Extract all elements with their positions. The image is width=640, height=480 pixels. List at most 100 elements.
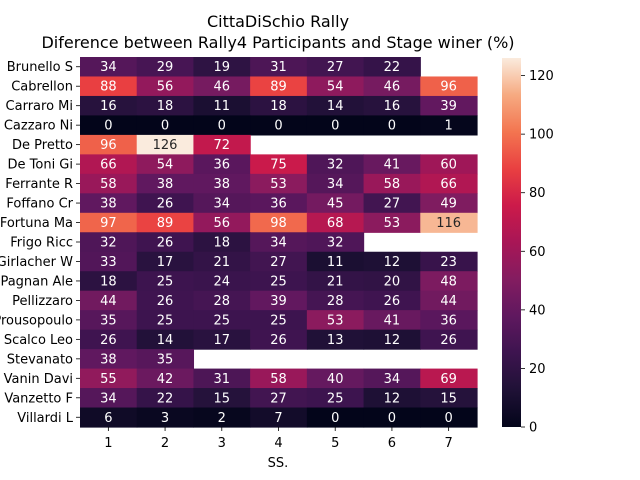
cell-value-label: 26	[157, 197, 174, 212]
cell-value-label: 13	[327, 333, 344, 348]
heatmap-cell	[363, 154, 421, 175]
heatmap-cell	[136, 154, 195, 175]
cell-value-label: 66	[100, 158, 117, 173]
cell-value-label: 58	[100, 177, 117, 192]
heatmap-cell	[363, 115, 421, 136]
x-tick-label: 4	[274, 436, 282, 451]
cell-value-label: 32	[327, 236, 344, 251]
heatmap-cell	[193, 115, 251, 136]
heatmap-cell	[363, 212, 421, 233]
y-tick-label: Cazzaro Ni	[4, 119, 73, 134]
cell-value-label: 17	[157, 255, 174, 270]
cell-value-label: 34	[327, 177, 344, 192]
cell-value-label: 27	[270, 391, 287, 406]
cell-value-label: 25	[327, 391, 344, 406]
cell-value-label: 25	[270, 313, 287, 328]
cell-value-label: 29	[157, 60, 174, 75]
cell-value-label: 15	[214, 391, 231, 406]
heatmap-cell	[306, 251, 365, 272]
cell-value-label: 53	[327, 313, 344, 328]
cell-value-label: 11	[327, 255, 344, 270]
y-tick-labels: Brunello S Cabrellon Carraro Mi Cazzaro Ni…	[0, 60, 80, 426]
colorbar-tick-label: 120	[529, 69, 554, 84]
cell-value-label: 48	[440, 274, 457, 289]
cell-value-label: 15	[440, 391, 457, 406]
colorbar-tick-label: 60	[529, 245, 546, 260]
cell-value-label: 22	[157, 391, 174, 406]
y-tick-label: Scalco Leo	[4, 333, 73, 348]
cell-value-label: 54	[157, 158, 174, 173]
cell-value-label: 75	[270, 158, 287, 173]
cell-value-label: 44	[440, 294, 457, 309]
heatmap-cell	[420, 290, 478, 311]
heatmap-cell	[306, 212, 365, 233]
cell-value-label: 89	[157, 216, 174, 231]
cell-value-label: 34	[270, 236, 287, 251]
cell-value-label: 56	[157, 80, 174, 95]
cell-value-label: 19	[214, 60, 231, 75]
x-tick-label: 2	[161, 436, 169, 451]
heatmap-cell	[420, 115, 478, 136]
heatmap-cell	[306, 95, 365, 117]
heatmap-cell	[250, 232, 308, 253]
cell-value-label: 18	[157, 99, 174, 114]
heatmap-cell	[193, 173, 251, 194]
heatmap-cell	[250, 212, 308, 233]
cell-value-label: 58	[270, 372, 287, 387]
cell-value-label: 36	[440, 313, 457, 328]
heatmap-cell	[363, 290, 421, 311]
cell-value-label: 96	[100, 138, 117, 153]
heatmap-cell	[80, 115, 138, 136]
cell-value-label: 0	[331, 411, 339, 426]
cell-value-label: 34	[214, 197, 231, 212]
heatmap-cell	[306, 329, 365, 350]
cell-value-label: 34	[384, 372, 401, 387]
heatmap-cell	[136, 368, 195, 389]
heatmap-cell	[136, 212, 195, 233]
cell-value-label: 36	[270, 197, 287, 212]
cell-value-label: 49	[440, 197, 457, 212]
heatmap-cell	[250, 407, 308, 428]
y-tick-label: Prousopoulo	[0, 313, 73, 328]
y-tick-label: Foffano Cr	[6, 197, 73, 212]
heatmap-cell	[363, 271, 421, 292]
cell-value-label: 116	[436, 216, 461, 231]
x-tick-label: 6	[388, 436, 396, 451]
heatmap-cell	[193, 368, 251, 389]
heatmap-cell	[193, 193, 251, 214]
cell-value-label: 18	[214, 236, 231, 251]
cell-value-label: 53	[384, 216, 401, 231]
heatmap-cell	[420, 329, 478, 350]
cell-value-label: 39	[440, 99, 457, 114]
cell-value-label: 0	[331, 119, 339, 134]
cell-value-label: 97	[100, 216, 117, 231]
cell-value-label: 58	[384, 177, 401, 192]
chart-subtitle: Diference between Rally4 Participants an…	[41, 33, 514, 52]
heatmap-cell	[363, 368, 421, 389]
colorbar-gradient	[502, 58, 521, 427]
heatmap-cell	[136, 290, 195, 311]
heatmap-cell	[250, 388, 308, 409]
heatmap-cell	[80, 310, 138, 331]
cell-value-label: 6	[104, 411, 112, 426]
cell-value-label: 0	[388, 119, 396, 134]
x-tick-label: 5	[331, 436, 339, 451]
heatmap-cell	[136, 95, 195, 117]
cell-value-label: 26	[384, 294, 401, 309]
heatmap-cell	[306, 193, 365, 214]
y-tick-label: Carraro Mi	[6, 99, 73, 114]
heatmap-cell	[250, 329, 308, 350]
heatmap-cell	[306, 115, 365, 136]
cell-value-label: 32	[327, 158, 344, 173]
heatmap-cell	[306, 154, 365, 175]
x-tick-labels: 1 2 3 4 5 6 7	[104, 427, 453, 451]
heatmap-cell	[136, 193, 195, 214]
y-tick-label: Girlacher W	[0, 255, 73, 270]
heatmap-cell	[306, 407, 365, 428]
cell-value-label: 25	[214, 313, 231, 328]
heatmap-cell	[136, 271, 195, 292]
cell-value-label: 26	[157, 294, 174, 309]
cell-value-label: 34	[100, 391, 117, 406]
heatmap-cell	[250, 193, 308, 214]
cell-value-label: 26	[157, 236, 174, 251]
